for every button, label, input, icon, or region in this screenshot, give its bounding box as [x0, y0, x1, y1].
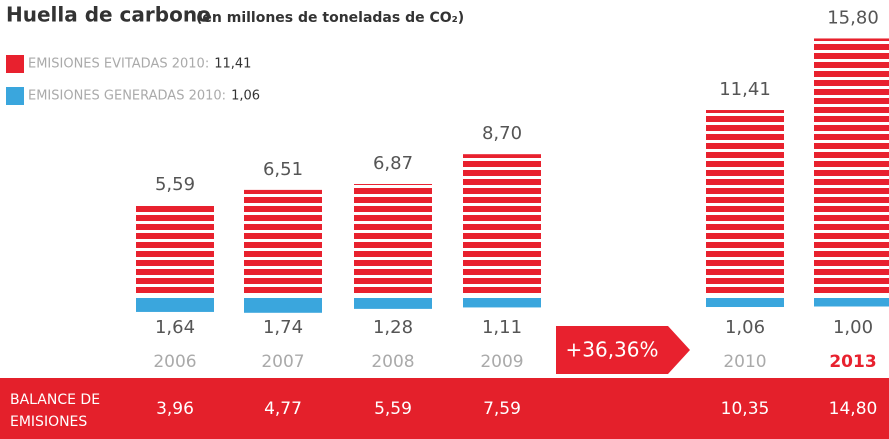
value-label: 6,87 — [373, 153, 413, 174]
value-label: 1,74 — [263, 317, 303, 338]
x-tick-label: 2009 — [480, 352, 523, 372]
value-label: 1,64 — [155, 317, 195, 338]
balance-value: 14,80 — [829, 399, 878, 419]
legend-swatch — [6, 55, 24, 73]
balance-value: 3,96 — [156, 399, 194, 419]
chart-title: Huella de carbono — [6, 3, 211, 27]
bar-generated — [814, 298, 889, 307]
bar-generated — [463, 298, 541, 308]
value-label: 8,70 — [482, 123, 522, 144]
bar-avoided — [354, 184, 432, 296]
legend-value: 11,41 — [214, 57, 251, 72]
bar-avoided — [814, 38, 889, 297]
balance-value: 5,59 — [374, 399, 412, 419]
x-tick-label: 2013 — [829, 352, 876, 372]
value-label: 15,80 — [827, 7, 879, 28]
bar-avoided — [463, 154, 541, 296]
bar-avoided — [706, 110, 784, 296]
x-tick-label: 2010 — [723, 352, 766, 372]
bar-generated — [354, 298, 432, 309]
legend-label: EMISIONES GENERADAS 2010: — [28, 89, 226, 104]
balance-value: 7,59 — [483, 399, 521, 419]
value-label: 1,28 — [373, 317, 413, 338]
legend-label: EMISIONES EVITADAS 2010: — [28, 57, 209, 72]
legend-value: 1,06 — [231, 89, 260, 104]
balance-band — [0, 378, 889, 439]
value-label: 1,11 — [482, 317, 522, 338]
x-tick-label: 2006 — [153, 352, 196, 372]
bar-generated — [244, 298, 322, 313]
bar-generated — [706, 298, 784, 308]
balance-value: 4,77 — [264, 399, 302, 419]
value-label: 5,59 — [155, 174, 195, 195]
x-tick-label: 2007 — [261, 352, 304, 372]
balance-label: BALANCE DE EMISIONES — [10, 392, 100, 430]
chart-subtitle: (en millones de toneladas de CO₂) — [196, 10, 464, 26]
value-label: 1,00 — [833, 317, 873, 338]
balance-value: 10,35 — [721, 399, 770, 419]
value-label: 11,41 — [719, 79, 771, 100]
bar-avoided — [136, 204, 214, 296]
legend-swatch — [6, 87, 24, 105]
annotation-arrow — [556, 326, 690, 374]
x-tick-label: 2008 — [371, 352, 414, 372]
bar-generated — [136, 298, 214, 312]
value-label: 6,51 — [263, 159, 303, 180]
annotation: +36,36% — [565, 338, 658, 362]
value-label: 1,06 — [725, 317, 765, 338]
bar-avoided — [244, 189, 322, 296]
